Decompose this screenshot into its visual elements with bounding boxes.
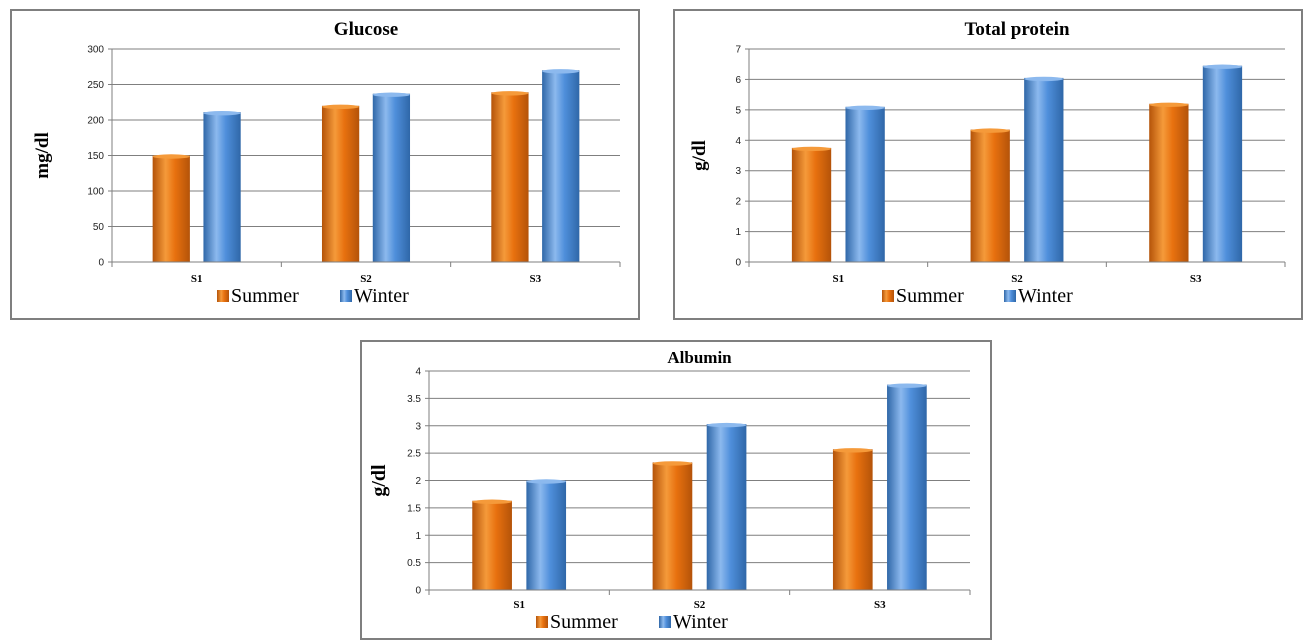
y-axis-label: g/dl xyxy=(689,140,710,171)
bar-summer-s3 xyxy=(832,449,873,590)
bar-summer-s3 xyxy=(1149,103,1189,263)
bar-cap-summer-s2 xyxy=(652,461,693,466)
total-protein-chart-svg: Total protein g/dl 0 1 2 3 4 5 6 7 S1 S2 S3 Summer Win… xyxy=(689,19,1286,307)
x-category-label: S1 xyxy=(513,599,525,611)
y-tick-label: 2.5 xyxy=(407,449,421,460)
bar-summer-s2 xyxy=(321,105,360,262)
bar-summer-s3 xyxy=(491,92,529,262)
bar-cap-winter-s1 xyxy=(845,105,885,111)
bar-summer-s2 xyxy=(970,129,1010,262)
legend-label-winter: Winter xyxy=(354,285,409,307)
legend-label-summer: Summer xyxy=(550,611,618,633)
bar-summer-s1 xyxy=(791,147,832,262)
legend-swatch-winter xyxy=(340,290,352,302)
bar-cap-summer-s3 xyxy=(832,448,873,453)
bar-winter-s2 xyxy=(372,93,411,262)
bar-cap-winter-s1 xyxy=(526,479,567,484)
y-tick-label: 5 xyxy=(735,105,741,116)
legend-swatch-winter xyxy=(1004,290,1016,302)
y-tick-label: 4 xyxy=(735,136,741,147)
y-tick-label: 250 xyxy=(87,80,104,91)
legend-label-winter: Winter xyxy=(673,611,728,633)
glucose-chart-svg: Glucose mg/dl 0 50 100 150 200 250 300 S1 S2 S3 Summ… xyxy=(32,19,621,307)
y-tick-label: 100 xyxy=(87,187,104,198)
bar-cap-winter-s3 xyxy=(887,383,927,388)
chart-title: Albumin xyxy=(667,348,732,367)
bar-winter-s3 xyxy=(542,70,580,262)
albumin-chart: Albumin g/dl 0 0.5 1 1.5 2 2.5 3 3.5 4 S1 S2 S3 Summer… xyxy=(360,340,992,640)
bar-winter-s3 xyxy=(887,384,927,590)
x-category-label: S3 xyxy=(530,273,542,285)
bar-cap-summer-s3 xyxy=(1149,102,1189,107)
bar-summer-s1 xyxy=(472,500,512,590)
bar-cap-summer-s2 xyxy=(321,104,360,110)
bar-winter-s1 xyxy=(203,112,241,262)
y-tick-label: 200 xyxy=(87,116,104,127)
bar-winter-s1 xyxy=(526,480,567,590)
y-tick-label: 0 xyxy=(735,258,741,269)
x-category-label: S3 xyxy=(1190,273,1202,285)
y-tick-label: 1 xyxy=(735,227,741,238)
y-tick-label: 1 xyxy=(415,531,421,542)
bar-cap-summer-s2 xyxy=(970,128,1010,133)
y-tick-label: 3 xyxy=(415,421,421,432)
bar-cap-winter-s2 xyxy=(1024,76,1064,82)
y-tick-label: 0 xyxy=(98,258,104,269)
bar-winter-s2 xyxy=(706,424,747,590)
x-category-label: S1 xyxy=(191,273,203,285)
legend-swatch-summer xyxy=(536,616,548,628)
bar-cap-winter-s2 xyxy=(706,422,747,428)
legend-label-summer: Summer xyxy=(896,285,964,307)
total-protein-chart: Total protein g/dl 0 1 2 3 4 5 6 7 S1 S2 S3 Summer Win… xyxy=(673,9,1303,320)
albumin-chart-svg: Albumin g/dl 0 0.5 1 1.5 2 2.5 3 3.5 4 S1 S2 S3 Summer… xyxy=(368,348,971,633)
y-tick-label: 4 xyxy=(415,367,421,378)
y-tick-label: 1.5 xyxy=(407,503,421,514)
x-category-label: S2 xyxy=(1011,273,1023,285)
legend-swatch-summer xyxy=(882,290,894,302)
y-tick-label: 2 xyxy=(735,197,741,208)
y-axis-label: g/dl xyxy=(368,464,390,497)
y-tick-label: 3 xyxy=(735,166,741,177)
bar-winter-s3 xyxy=(1202,65,1243,262)
bar-cap-winter-s3 xyxy=(1202,64,1243,69)
x-category-label: S2 xyxy=(694,599,706,611)
legend-label-winter: Winter xyxy=(1018,285,1073,307)
y-tick-label: 50 xyxy=(93,222,105,233)
y-tick-label: 300 xyxy=(87,45,104,56)
legend-swatch-winter xyxy=(659,616,671,628)
y-tick-label: 150 xyxy=(87,151,104,162)
bar-cap-winter-s3 xyxy=(542,69,580,74)
bar-cap-winter-s2 xyxy=(372,92,411,97)
x-category-label: S1 xyxy=(833,273,845,285)
glucose-chart: Glucose mg/dl 0 50 100 150 200 250 300 S1 S2 S3 Summ… xyxy=(10,9,640,320)
legend-label-summer: Summer xyxy=(231,285,299,307)
bar-summer-s2 xyxy=(652,462,693,590)
x-category-label: S2 xyxy=(360,273,372,285)
chart-title: Glucose xyxy=(334,19,398,40)
y-axis-label: mg/dl xyxy=(32,132,53,178)
y-tick-label: 6 xyxy=(735,75,741,86)
legend-swatch-summer xyxy=(217,290,229,302)
y-tick-label: 3.5 xyxy=(407,394,421,405)
bar-summer-s1 xyxy=(152,155,190,262)
bar-winter-s1 xyxy=(845,106,885,262)
bar-winter-s2 xyxy=(1024,77,1064,263)
bar-cap-summer-s3 xyxy=(491,91,529,96)
x-category-label: S3 xyxy=(874,599,886,611)
bar-cap-winter-s1 xyxy=(203,110,241,116)
y-tick-label: 0.5 xyxy=(407,558,421,569)
y-tick-label: 0 xyxy=(415,586,421,597)
bar-cap-summer-s1 xyxy=(472,499,512,504)
chart-title: Total protein xyxy=(964,19,1069,40)
y-tick-label: 7 xyxy=(735,45,741,56)
bar-cap-summer-s1 xyxy=(791,146,832,152)
bar-cap-summer-s1 xyxy=(152,154,190,159)
y-tick-label: 2 xyxy=(415,476,421,487)
